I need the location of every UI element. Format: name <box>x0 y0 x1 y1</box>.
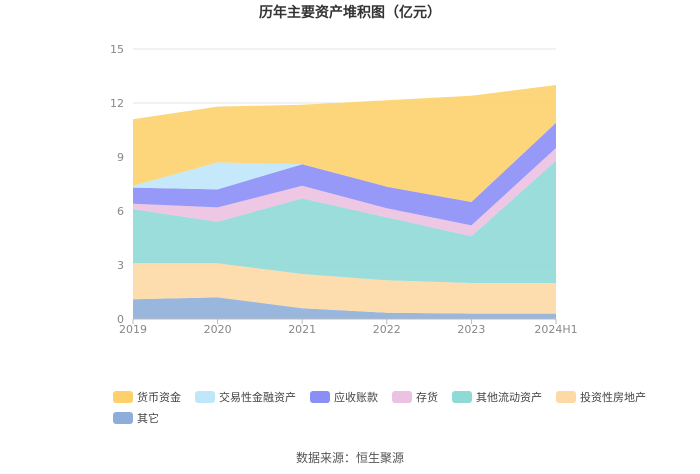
x-tick-label: 2022 <box>373 323 401 336</box>
legend-label: 交易性金融资产 <box>219 390 296 404</box>
area-series-4[interactable] <box>133 148 556 237</box>
area-series-2[interactable] <box>133 263 556 314</box>
x-tick-label: 2023 <box>457 323 485 336</box>
area-series-6[interactable] <box>133 122 556 202</box>
area-series-5[interactable] <box>133 122 556 226</box>
legend-swatch <box>113 391 133 403</box>
area-series-7[interactable] <box>133 85 556 202</box>
legend-label: 投资性房地产 <box>580 390 646 404</box>
legend-item[interactable]: 应收账款 <box>310 390 378 404</box>
y-tick-label: 3 <box>117 259 124 272</box>
x-tick-label: 2021 <box>288 323 316 336</box>
chart-title: 历年主要资产堆积图（亿元） <box>259 4 441 21</box>
legend-item[interactable]: 交易性金融资产 <box>195 390 296 404</box>
x-tick-label: 2024H1 <box>534 323 577 336</box>
data-source-text: 数据来源：恒生聚源 <box>296 450 404 465</box>
legend-label: 其他流动资产 <box>476 390 542 404</box>
legend-item[interactable]: 其它 <box>113 411 159 425</box>
y-tick-label: 6 <box>117 205 124 218</box>
legend-label: 货币资金 <box>137 390 181 404</box>
x-tick-label: 2019 <box>119 323 147 336</box>
area-series-1[interactable] <box>133 297 556 319</box>
y-tick-label: 12 <box>110 97 124 110</box>
legend-swatch <box>195 391 215 403</box>
x-tick-label: 2020 <box>204 323 232 336</box>
y-tick-label: 15 <box>110 43 124 56</box>
legend-swatch <box>556 391 576 403</box>
legend-item[interactable]: 存货 <box>392 390 438 404</box>
area-series-group <box>133 85 556 319</box>
legend-item[interactable]: 其他流动资产 <box>452 390 542 404</box>
legend-swatch <box>452 391 472 403</box>
axes: 0 3 6 9 12 15 2019 2020 2021 2022 2023 2024H1 <box>110 43 578 336</box>
legend-label: 应收账款 <box>334 390 378 404</box>
y-tick-label: 9 <box>117 151 124 164</box>
legend-swatch <box>113 412 133 424</box>
legend-swatch <box>392 391 412 403</box>
area-series-3[interactable] <box>133 160 556 283</box>
legend-label: 其它 <box>137 411 159 425</box>
legend-item[interactable]: 货币资金 <box>113 390 181 404</box>
legend-item[interactable]: 投资性房地产 <box>556 390 646 404</box>
y-tick-label: 0 <box>117 313 124 326</box>
legend-label: 存货 <box>416 390 438 404</box>
legend-swatch <box>310 391 330 403</box>
